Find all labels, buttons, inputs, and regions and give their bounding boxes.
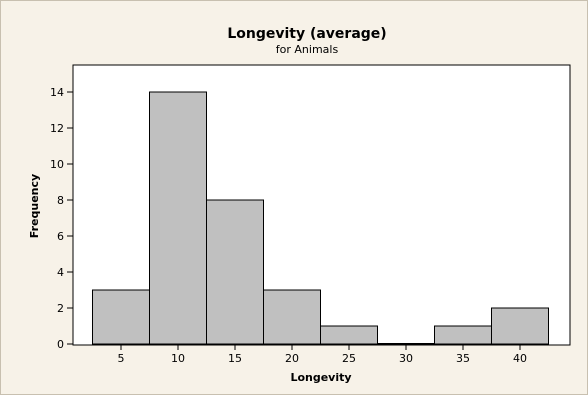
histogram-bar-20	[263, 289, 321, 345]
x-tick-label: 15	[228, 352, 242, 365]
histogram-bar-5	[92, 289, 150, 345]
y-tick-label: 4	[57, 266, 64, 279]
y-axis: 0 2 4 6 8 10 12 14	[50, 86, 73, 351]
bars-group	[92, 91, 549, 345]
x-tick-label: 40	[513, 352, 527, 365]
y-tick-label: 14	[50, 86, 64, 99]
x-tick-label: 5	[118, 352, 125, 365]
y-tick-label: 0	[57, 338, 64, 351]
histogram-bar-40	[491, 307, 549, 345]
x-axis-label: Longevity	[290, 371, 351, 384]
histogram-bar-10	[149, 91, 207, 345]
chart-title: Longevity (average)	[227, 26, 386, 42]
x-tick-label: 20	[285, 352, 299, 365]
chart-subtitle: for Animals	[276, 43, 339, 56]
x-tick-label: 25	[342, 352, 356, 365]
histogram-bar-15	[206, 199, 264, 345]
y-tick-label: 12	[50, 122, 64, 135]
x-tick-label: 10	[171, 352, 185, 365]
x-axis: 5 10 15 20 25 30 35 40	[118, 344, 527, 365]
histogram-bar-25	[320, 325, 378, 345]
histogram-bar-35	[434, 325, 492, 345]
y-tick-label: 6	[57, 230, 64, 243]
x-tick-label: 30	[399, 352, 413, 365]
y-tick-label: 8	[57, 194, 64, 207]
y-axis-label: Frequency	[28, 174, 41, 238]
x-tick-label: 35	[456, 352, 470, 365]
y-tick-label: 10	[50, 158, 64, 171]
y-tick-label: 2	[57, 302, 64, 315]
